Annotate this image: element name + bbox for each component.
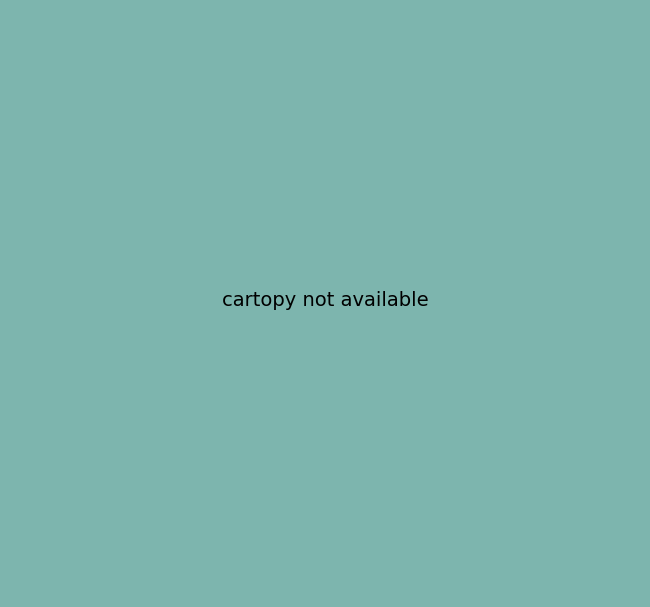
Text: cartopy not available: cartopy not available (222, 291, 428, 310)
